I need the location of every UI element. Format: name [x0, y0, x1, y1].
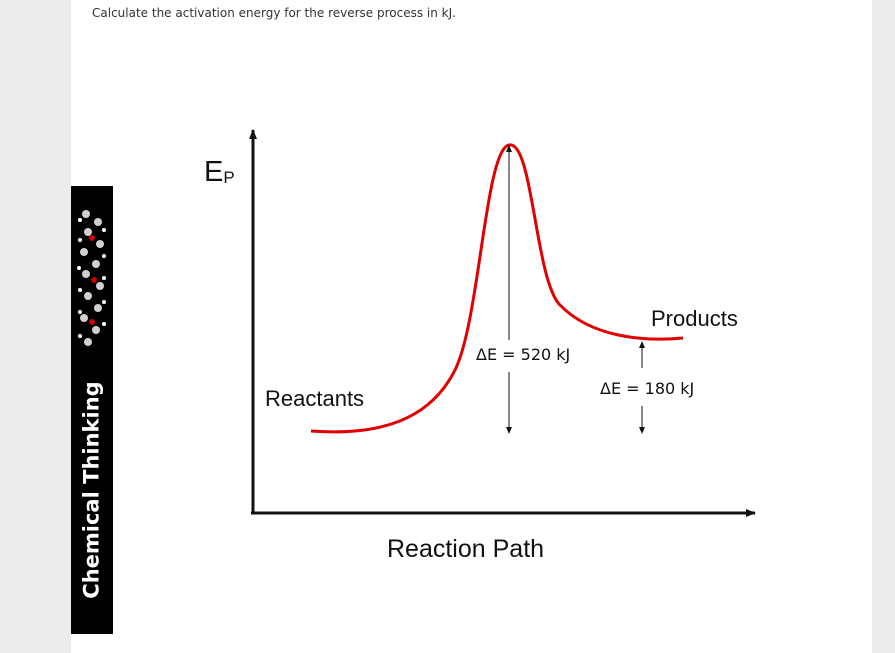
- question-text: Calculate the activation energy for the …: [92, 6, 456, 20]
- y-axis-label-subscript: P: [223, 168, 235, 187]
- reaction-energy-label: ΔE = 180 kJ: [598, 379, 697, 398]
- y-axis-label: EP: [204, 156, 235, 189]
- y-axis-label-main: E: [204, 156, 224, 188]
- products-label: Products: [651, 306, 738, 331]
- brand-banner: [71, 186, 113, 634]
- activation-energy-label: ΔE = 520 kJ: [474, 345, 573, 364]
- molecule-image: [77, 210, 106, 346]
- x-axis-label: Reaction Path: [387, 535, 545, 563]
- content-card: [71, 0, 872, 653]
- reactants-label: Reactants: [265, 386, 365, 411]
